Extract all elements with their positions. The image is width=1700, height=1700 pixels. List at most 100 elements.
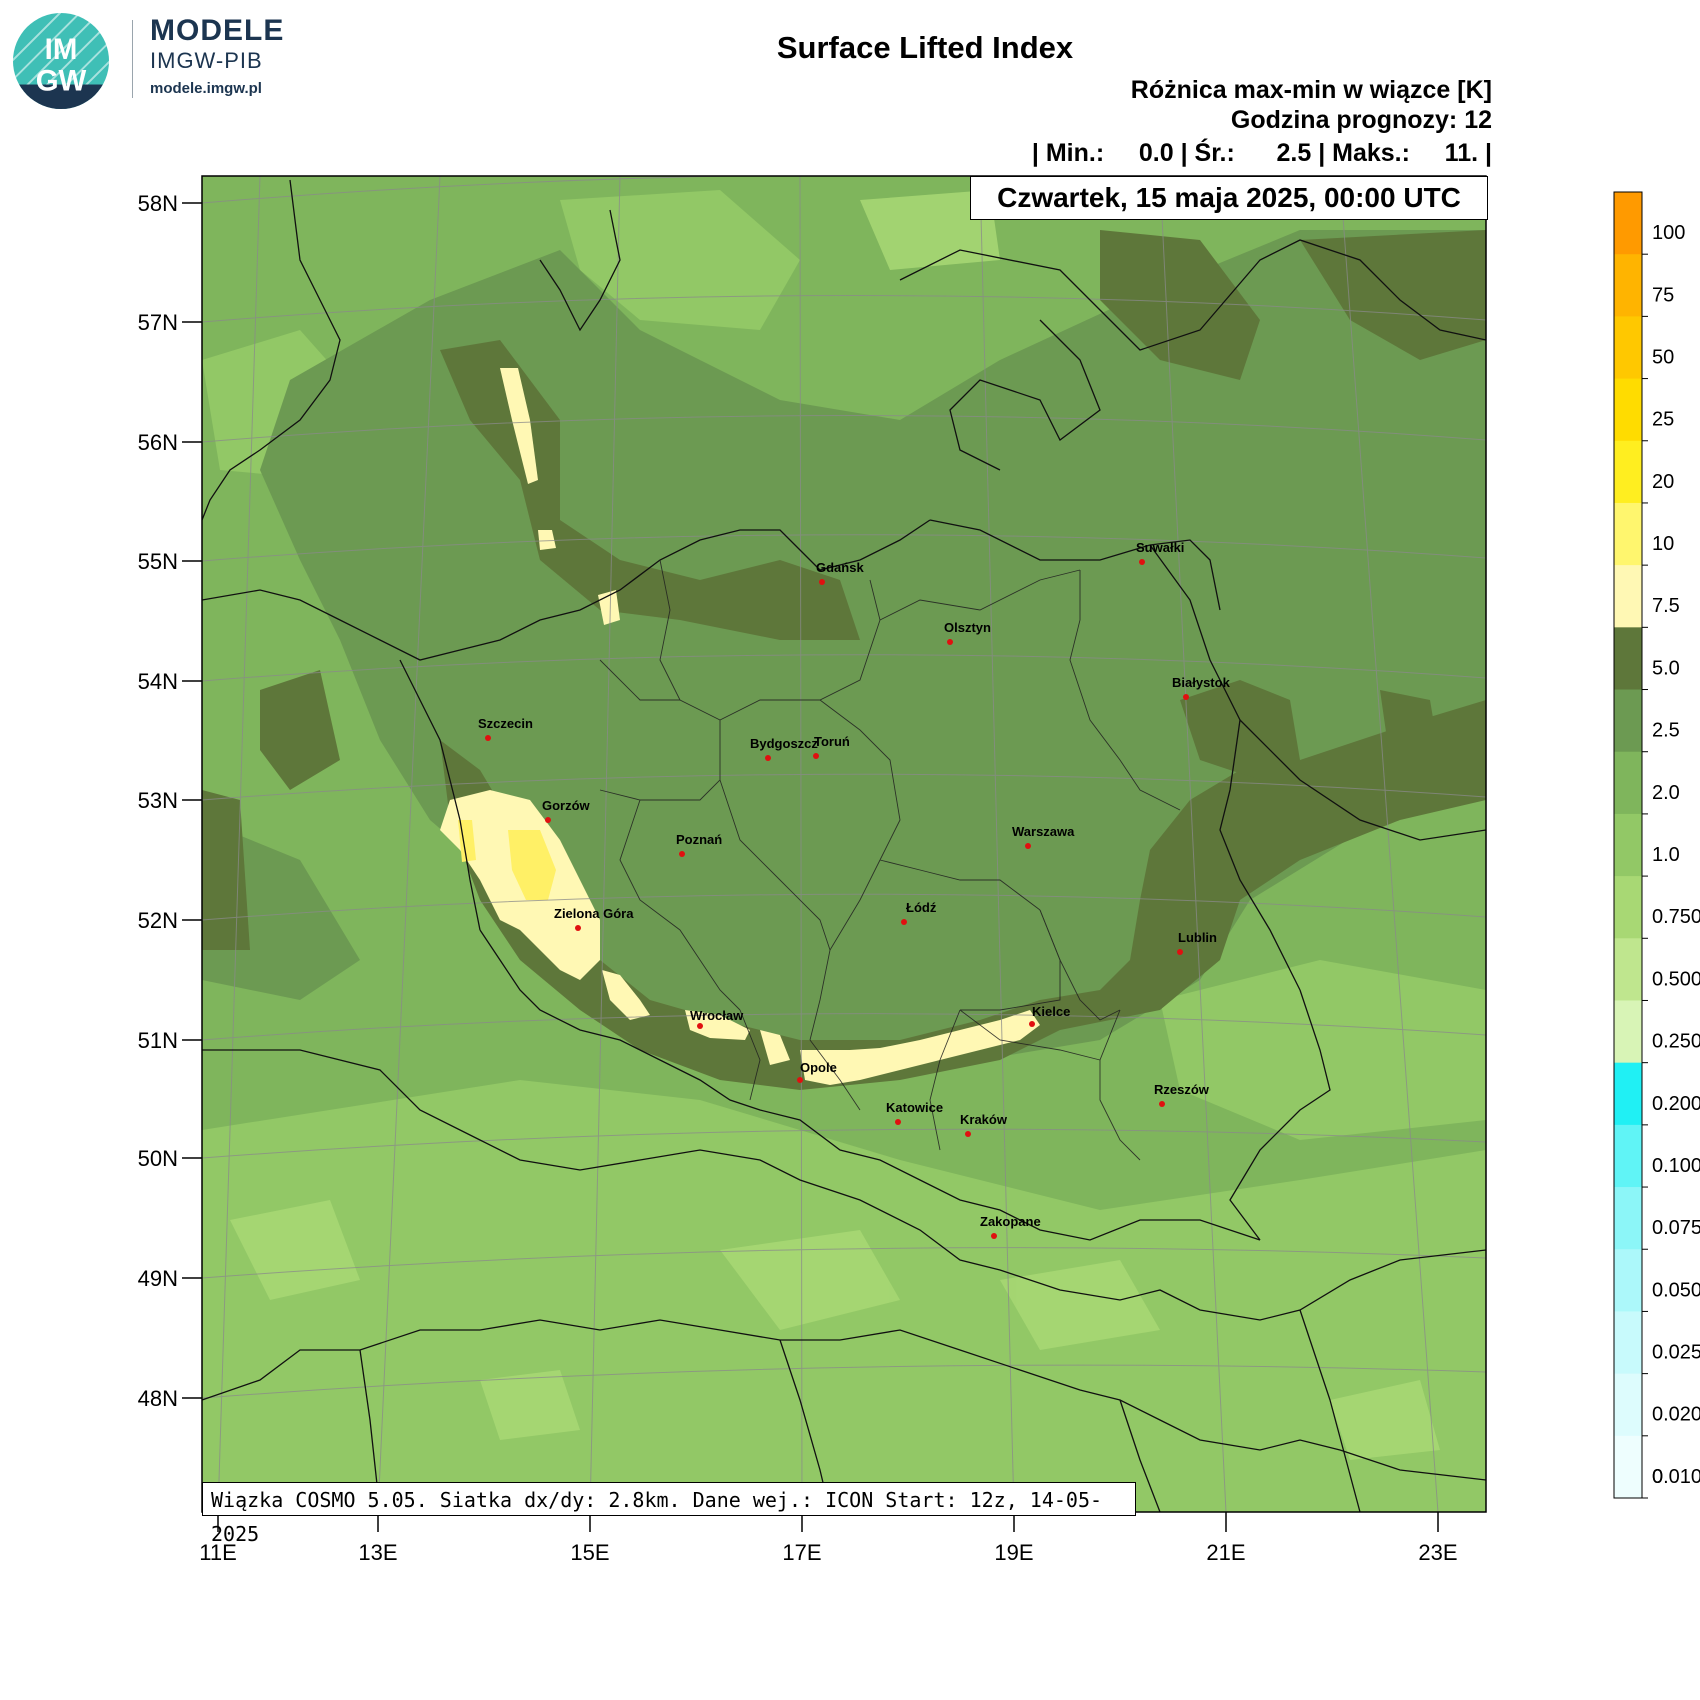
city-dot	[819, 579, 825, 585]
legend-swatch	[1614, 378, 1642, 442]
legend-label: 0.750	[1652, 906, 1700, 928]
legend-label: 50	[1652, 346, 1674, 368]
city-dot	[965, 1131, 971, 1137]
lat-label: 55N	[138, 549, 178, 574]
legend-label: 0.075	[1652, 1217, 1700, 1239]
imgw-logo: IM GW	[12, 12, 110, 110]
legend-swatch	[1614, 1311, 1642, 1375]
lat-label: 54N	[138, 669, 178, 694]
voivodeship-borders	[599, 559, 1181, 1161]
city-label: Kraków	[960, 1112, 1008, 1127]
legend-swatch	[1614, 1435, 1642, 1499]
lon-label: 11E	[199, 1540, 237, 1565]
brand-subtitle: IMGW-PIB	[150, 48, 263, 73]
lon-label: 23E	[1418, 1540, 1457, 1565]
header-stats: | Min.: 0.0 | Śr.: 2.5 | Maks.: 11. |	[1031, 139, 1492, 167]
legend-label: 75	[1652, 284, 1674, 306]
valid-date-box: Czwartek, 15 maja 2025, 00:00 UTC	[970, 176, 1488, 220]
legend-label: 10	[1652, 533, 1674, 555]
legend-label: 0.500	[1652, 968, 1700, 990]
city-label: Gorzów	[542, 798, 591, 813]
legend-swatch	[1614, 938, 1642, 1001]
legend-label: 0.200	[1652, 1093, 1700, 1115]
field-pale-patches	[230, 190, 1440, 1460]
legend-label: 7.5	[1652, 595, 1680, 617]
lat-label: 48N	[138, 1386, 178, 1411]
legend-swatch	[1614, 813, 1642, 877]
city-label: Zakopane	[980, 1214, 1041, 1229]
city-dot	[697, 1023, 703, 1029]
brand-url[interactable]: modele.imgw.pl	[150, 80, 262, 97]
legend-label: 2.0	[1652, 782, 1680, 804]
boundaries	[202, 179, 1486, 1512]
city-label: Szczecin	[478, 716, 533, 731]
lat-label: 52N	[138, 908, 178, 933]
city-dot	[1183, 694, 1189, 700]
legend-label: 0	[1652, 1466, 1663, 1488]
legend-label: 100	[1652, 222, 1685, 244]
legend-swatch	[1614, 192, 1642, 255]
latitude-axis: 58N 57N 56N 55N 54N 53N 52N 51N 50N 49N 48N	[138, 191, 202, 1411]
lat-label: 56N	[138, 430, 178, 455]
map-area: Gdańsk Suwałki Olsztyn Białystok Szczecin Byd…	[202, 176, 1486, 1512]
model-info-box: Wiązka COSMO 5.05. Siatka dx/dy: 2.8km. …	[202, 1482, 1136, 1546]
logo-text-top: IM	[45, 33, 78, 66]
city-label: Zielona Góra	[554, 906, 634, 921]
city-dot	[679, 851, 685, 857]
city-dot	[895, 1119, 901, 1125]
header-variable: Różnica max-min w wiązce [K]	[1130, 76, 1492, 104]
legend-label: 0.050	[1652, 1279, 1700, 1301]
legend-swatch	[1614, 1249, 1642, 1312]
legend-label: 0.250	[1652, 1031, 1700, 1053]
brand-divider	[132, 20, 133, 98]
lon-label: 15E	[570, 1540, 609, 1565]
city-label: Olsztyn	[944, 620, 991, 635]
lon-label: 19E	[994, 1540, 1033, 1565]
city-dot	[901, 919, 907, 925]
header-forecast-hour: Godzina prognozy: 12	[1230, 106, 1492, 134]
city-label: Toruń	[814, 734, 850, 749]
lat-label: 58N	[138, 191, 178, 216]
city-label: Białystok	[1172, 675, 1231, 690]
city-label: Lublin	[1178, 930, 1217, 945]
logo-text-bottom: GW	[36, 64, 87, 97]
map-title: Surface Lifted Index	[776, 30, 1074, 65]
city-label: Poznań	[676, 832, 722, 847]
graticule	[202, 176, 1486, 1512]
city-label: Warszawa	[1012, 824, 1075, 839]
city-dot	[797, 1077, 803, 1083]
lat-label: 53N	[138, 788, 178, 813]
lat-label: 50N	[138, 1146, 178, 1171]
lat-label: 51N	[138, 1028, 178, 1053]
city-dot	[765, 755, 771, 761]
legend-swatch	[1614, 751, 1642, 815]
legend-swatch	[1614, 1062, 1642, 1126]
city-label: Opole	[800, 1060, 837, 1075]
legend-label: 20	[1652, 471, 1674, 493]
legend-swatch	[1614, 689, 1642, 753]
city-dot	[1159, 1101, 1165, 1107]
legend-swatch	[1614, 254, 1642, 317]
legend-swatch	[1614, 502, 1642, 566]
lon-label: 21E	[1206, 1540, 1245, 1565]
city-label: Suwałki	[1136, 540, 1184, 555]
city-dot	[575, 925, 581, 931]
city-dot	[947, 639, 953, 645]
city-label: Rzeszów	[1154, 1082, 1210, 1097]
legend-label: 0.020	[1652, 1404, 1700, 1426]
legend-swatch	[1614, 627, 1642, 691]
legend-swatch	[1614, 440, 1642, 504]
color-scale-legend: 100 75 50 25 20 10 7.5 5.0 2.5 2.0 1.0 0.750 0.500 0.…	[1613, 191, 1700, 1499]
city-dot	[1029, 1021, 1035, 1027]
city-label: Gdańsk	[816, 560, 864, 575]
city-label: Katowice	[886, 1100, 943, 1115]
lat-label: 49N	[138, 1266, 178, 1291]
legend-frame	[1613, 191, 1643, 1499]
legend-swatch	[1614, 1000, 1642, 1064]
legend-swatch	[1614, 1187, 1642, 1250]
legend-swatch	[1614, 876, 1642, 939]
city-dot	[1177, 949, 1183, 955]
lon-label: 13E	[358, 1540, 397, 1565]
city-dot	[813, 753, 819, 759]
